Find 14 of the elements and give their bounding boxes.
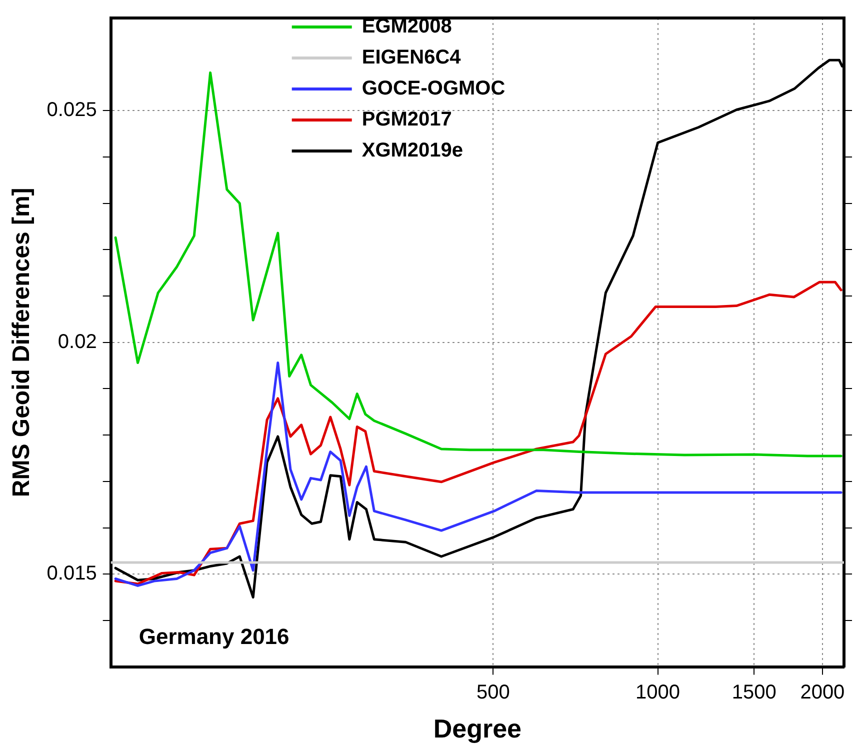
x-axis-title: Degree: [433, 714, 522, 744]
x-tick-label: 500: [476, 681, 510, 704]
y-tick-label: 0.015: [46, 562, 97, 585]
x-tick-label: 1000: [636, 681, 680, 704]
annotation: Germany 2016: [138, 624, 290, 649]
x-tick-label: 2000: [800, 681, 845, 704]
x-tick-label: 1500: [732, 681, 776, 704]
legend-label: EIGEN6C4: [362, 46, 462, 69]
legend-label: GOCE-OGMOC: [362, 78, 506, 100]
y-tick-label: 0.025: [46, 99, 97, 122]
legend-label: PGM2017: [362, 108, 452, 131]
y-tick-label: 0.02: [58, 330, 97, 353]
legend-label: XGM2019e: [362, 140, 464, 162]
y-axis-title: RMS Geoid Differences [m]: [8, 188, 36, 498]
